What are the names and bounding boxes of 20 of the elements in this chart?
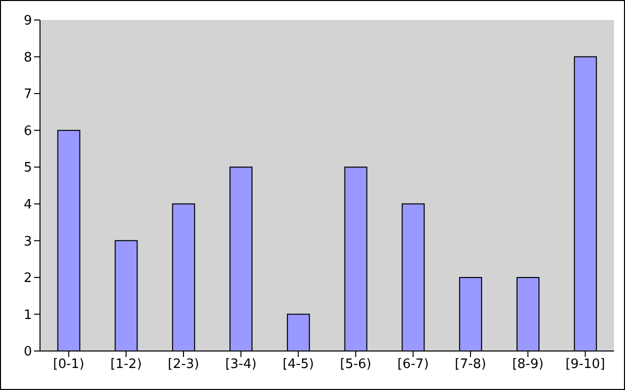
- y-tick-label: 1: [24, 308, 32, 323]
- y-tick-label: 7: [24, 87, 32, 102]
- x-tick-label: [5-6): [340, 357, 372, 372]
- y-tick-label: 5: [24, 160, 32, 176]
- x-tick-label: [8-9): [512, 357, 544, 372]
- x-tick-label: [4-5): [282, 357, 314, 372]
- y-tick-label: 2: [24, 271, 32, 286]
- x-tick-label: [1-2): [110, 357, 142, 372]
- x-tick-label: [3-4): [225, 357, 257, 372]
- y-tick-label: 6: [24, 124, 32, 139]
- y-tick-label: 0: [24, 344, 32, 360]
- x-tick-label: [9-10]: [565, 357, 606, 372]
- y-tick-label: 3: [24, 234, 32, 250]
- y-tick-label: 4: [24, 198, 32, 213]
- x-tick-label: [0-1): [53, 357, 84, 372]
- x-tick-label: [6-7): [397, 357, 429, 372]
- y-tick-label: 9: [24, 14, 32, 29]
- x-tick-label: [2-3): [168, 357, 200, 372]
- x-tick-label: [7-8): [454, 357, 486, 372]
- y-tick-label: 8: [24, 50, 32, 66]
